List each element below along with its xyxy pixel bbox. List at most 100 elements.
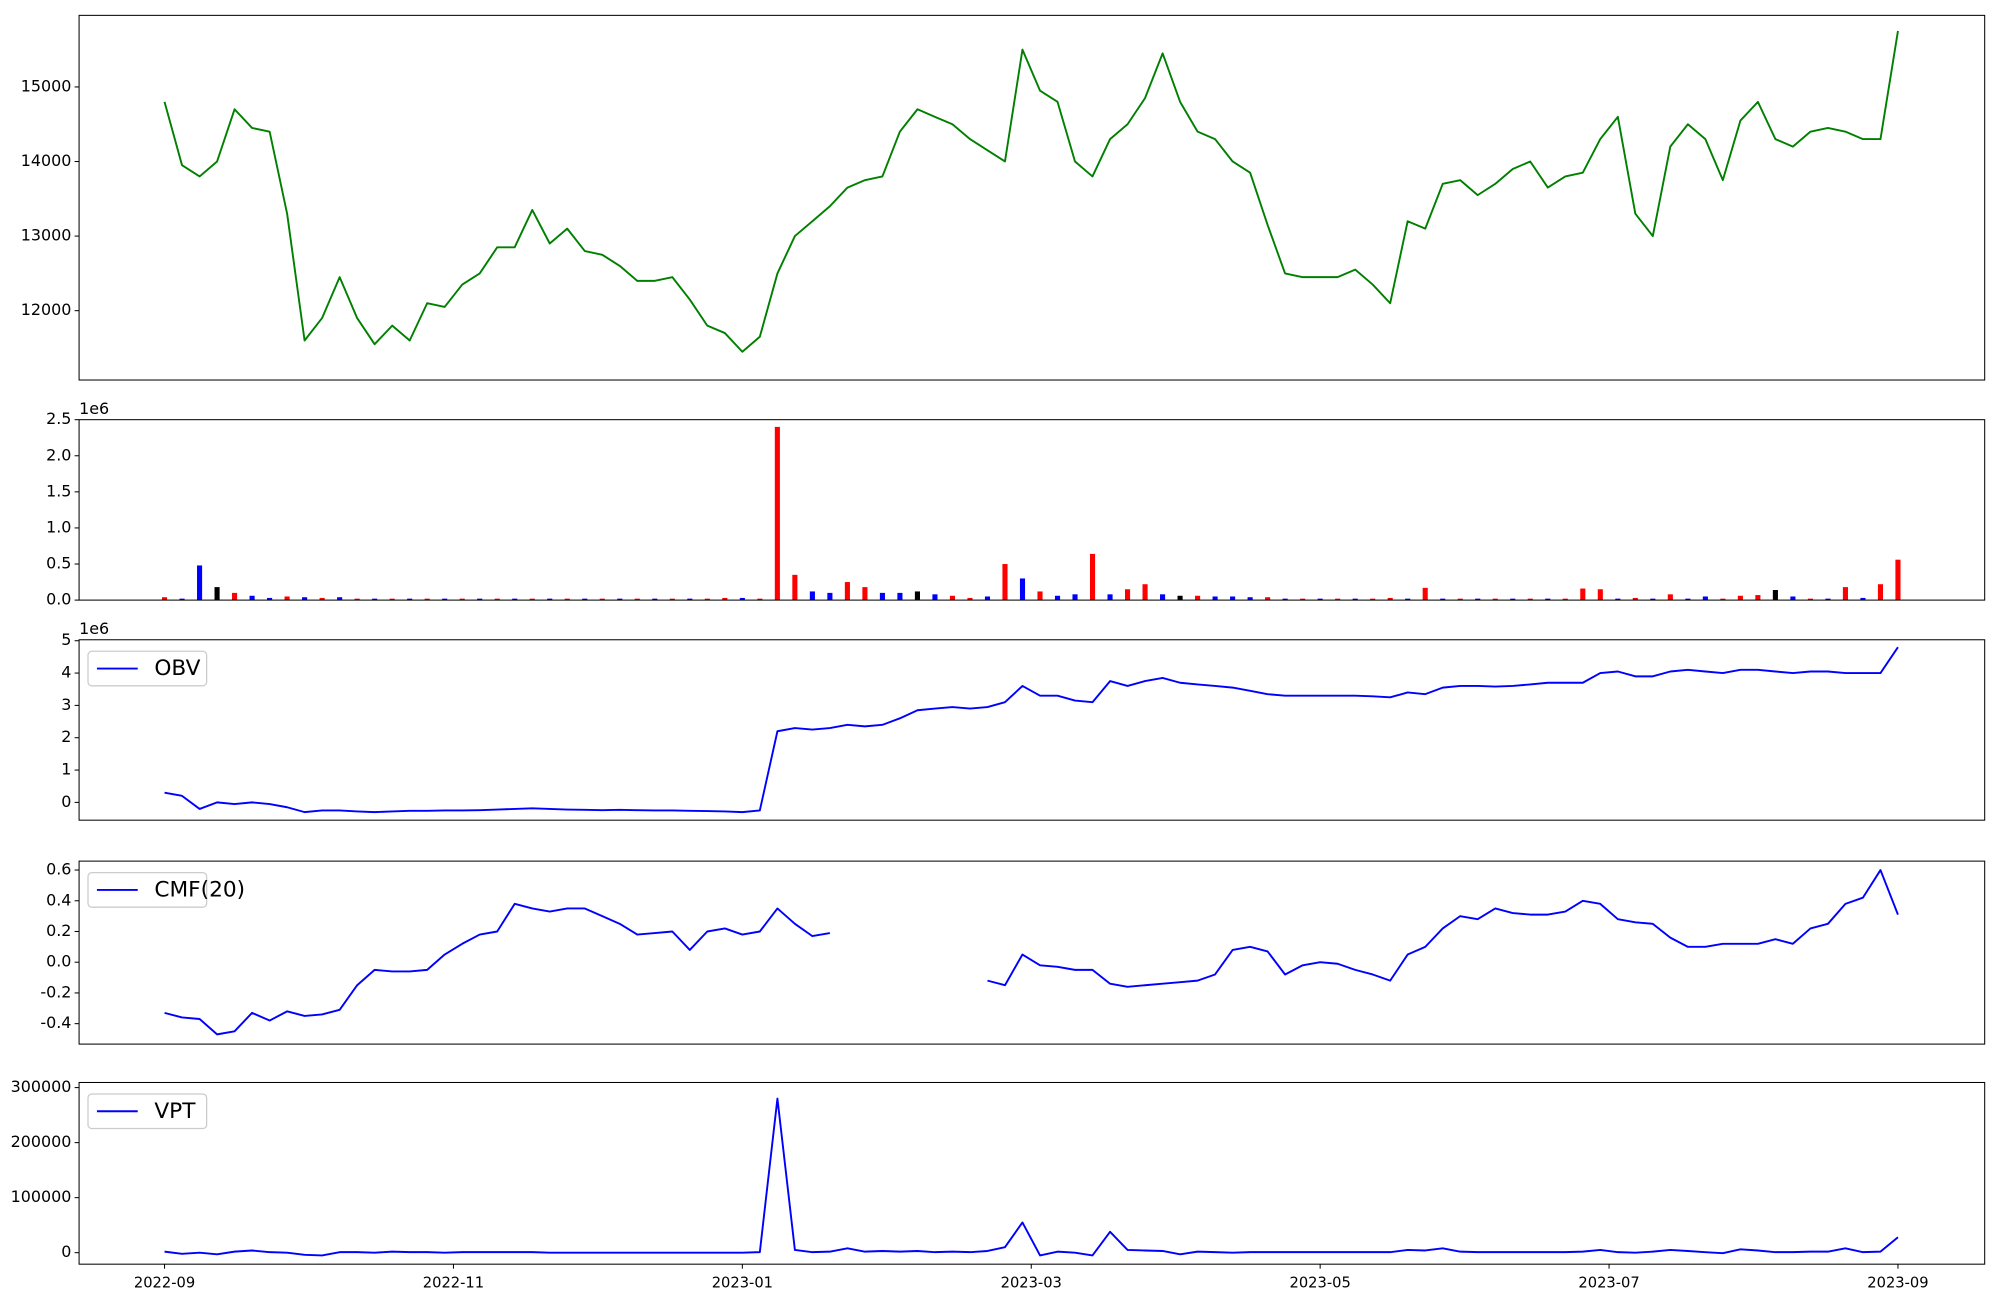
bar — [897, 592, 903, 601]
y-tick-label: 0 — [61, 792, 71, 811]
y-tick-label: 15000 — [21, 76, 72, 95]
y-tick-label: 0 — [61, 1242, 71, 1261]
legend-label: CMF(20) — [154, 878, 245, 903]
bar — [547, 598, 553, 601]
bar — [1002, 564, 1008, 601]
y-tick-label: 0.4 — [46, 890, 71, 909]
bar — [1195, 595, 1201, 601]
x-tick-label: 2023-07 — [1578, 1274, 1639, 1291]
y-tick-label: 0.5 — [46, 553, 71, 572]
plot-frame — [78, 14, 1986, 381]
bar — [1510, 598, 1516, 601]
bar — [1422, 587, 1428, 601]
legend-box — [87, 1093, 208, 1130]
bar — [1877, 584, 1884, 601]
bar — [302, 597, 308, 601]
y-tick-label: 12000 — [21, 300, 72, 319]
bar — [214, 587, 220, 601]
bar — [634, 598, 640, 601]
bar — [564, 598, 570, 601]
y-tick-label: 1.5 — [46, 481, 71, 500]
bar — [319, 597, 325, 601]
bar — [459, 598, 465, 601]
bar — [1615, 598, 1621, 601]
bar — [197, 565, 203, 601]
bar — [494, 598, 500, 601]
bar — [1107, 594, 1113, 601]
bar — [1527, 598, 1533, 601]
bar — [582, 598, 588, 601]
plot-frame — [78, 1081, 1986, 1265]
bar — [914, 591, 920, 601]
bar — [1265, 597, 1271, 601]
bar — [1037, 591, 1043, 601]
line — [163, 30, 1899, 353]
bar — [1405, 598, 1411, 601]
y-tick-label: 1.0 — [46, 517, 71, 536]
bar — [1160, 594, 1166, 601]
bar — [932, 594, 938, 601]
bar — [1335, 598, 1341, 601]
bar — [1352, 598, 1358, 601]
y-tick-label: 300000 — [11, 1077, 72, 1096]
bar — [337, 597, 343, 601]
bar — [1545, 598, 1551, 601]
bar — [284, 596, 290, 601]
bar — [1475, 598, 1481, 601]
x-tick-label: 2023-09 — [1867, 1274, 1928, 1291]
y-tick-label: 100000 — [11, 1187, 72, 1206]
bar — [1702, 596, 1708, 601]
bar — [827, 592, 833, 601]
bar — [1667, 594, 1673, 601]
bar — [1125, 589, 1131, 601]
bar — [669, 598, 675, 601]
y-tick-label: 2 — [61, 727, 71, 746]
bar — [1597, 589, 1603, 601]
y-tick-label: 4 — [61, 663, 71, 682]
bar — [984, 596, 991, 601]
bar — [1825, 598, 1831, 601]
y-tick-label: 2.0 — [46, 445, 71, 464]
line — [164, 646, 1899, 814]
bar — [161, 597, 168, 601]
bar — [407, 598, 413, 601]
bar — [232, 592, 238, 601]
bar — [704, 598, 710, 601]
x-tick-label: 2022-11 — [423, 1274, 484, 1291]
bar — [267, 597, 273, 601]
bar — [1895, 559, 1901, 601]
bar — [599, 598, 605, 601]
legend-label: VPT — [154, 1099, 196, 1124]
bar — [1230, 596, 1236, 601]
bar — [1632, 597, 1638, 601]
bar — [529, 598, 535, 601]
bar — [1054, 595, 1061, 601]
bar — [949, 595, 956, 601]
bar — [512, 598, 518, 601]
bar — [249, 595, 255, 601]
y-tick-label: 5 — [61, 630, 71, 649]
y-offset-label: 1e6 — [79, 619, 109, 638]
bar — [1650, 598, 1656, 601]
y-tick-label: 0.2 — [46, 921, 71, 940]
bar — [1772, 589, 1778, 601]
bar — [1387, 597, 1393, 601]
bar — [1737, 595, 1743, 601]
bar — [1370, 598, 1376, 601]
y-tick-label: 0.6 — [46, 860, 71, 879]
bar — [774, 426, 780, 601]
bar — [1072, 594, 1078, 601]
bar — [1790, 596, 1796, 601]
bar — [1860, 597, 1866, 601]
bar — [179, 598, 185, 601]
line — [164, 1097, 1899, 1257]
y-tick-label: 2.5 — [46, 409, 71, 428]
bar — [1247, 597, 1253, 601]
bar — [477, 598, 483, 601]
bar — [1089, 553, 1096, 601]
bar — [1282, 598, 1288, 601]
bar — [442, 598, 448, 601]
x-tick-label: 2023-01 — [712, 1274, 773, 1291]
legend-box — [87, 871, 208, 908]
y-tick-label: 0.0 — [46, 952, 71, 971]
